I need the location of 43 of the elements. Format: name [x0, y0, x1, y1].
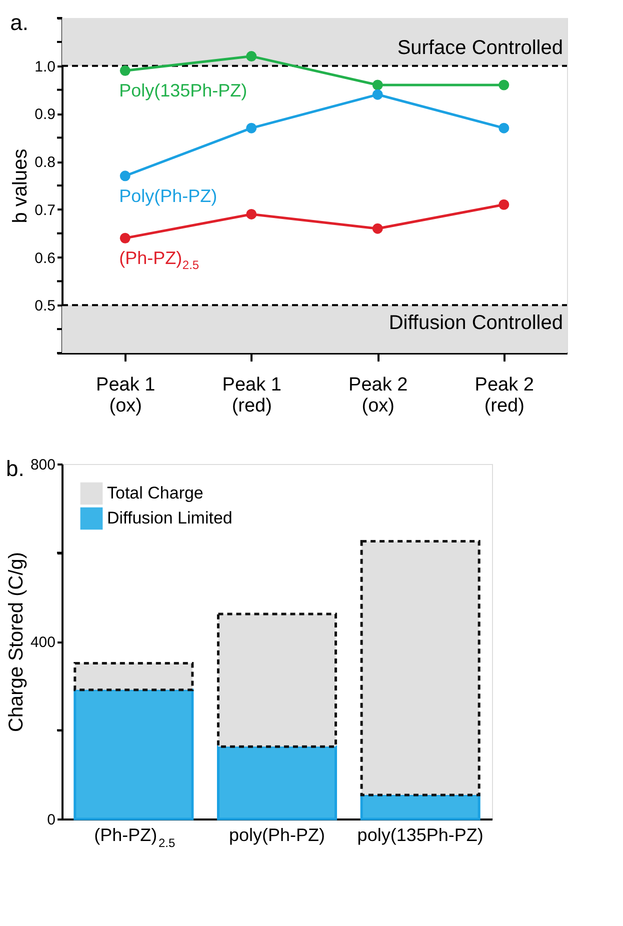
bar	[360, 540, 480, 796]
point	[498, 199, 510, 210]
point	[372, 223, 383, 234]
series-label: Poly(Ph-PZ)	[119, 186, 218, 206]
y-axis-title: b values	[10, 148, 32, 224]
y-tick-label: 0.6	[34, 250, 56, 267]
point	[120, 232, 130, 244]
ref-line-label: Diffusion Controlled	[388, 312, 563, 334]
point	[246, 122, 257, 134]
y-tick-label: 800	[30, 456, 56, 474]
bar	[74, 662, 194, 692]
chart-title: b.	[6, 456, 24, 481]
point	[498, 122, 510, 134]
legend-label: Total Charge	[107, 484, 204, 502]
chart-title: a.	[10, 10, 29, 35]
y-tick-label: 400	[30, 634, 56, 651]
y-axis-title: Charge Stored (C/g)	[5, 552, 28, 732]
y-tick-label: 0.7	[34, 202, 56, 219]
y-tick-label: 0	[47, 812, 56, 828]
point	[246, 51, 257, 62]
ref-line-label: Surface Controlled	[397, 36, 563, 59]
legend-label: Diffusion Limited	[107, 508, 232, 528]
point	[246, 208, 257, 220]
point	[120, 65, 130, 76]
x-tick-label: poly(Ph-PZ)	[228, 825, 326, 845]
x-tick-label: Peak 2 (ox)	[348, 374, 408, 416]
y-tick-label: 0.5	[34, 298, 56, 315]
point	[372, 89, 383, 100]
x-tick-label: Peak 2 (red)	[474, 374, 534, 416]
y-tick-label: 0.8	[34, 154, 56, 172]
point	[120, 170, 130, 182]
bar	[216, 745, 338, 820]
y-tick-label: 0.9	[34, 106, 56, 124]
x-tick-label: poly(135Ph-PZ)	[357, 825, 484, 845]
series-label: Poly(135Ph-PZ)	[119, 80, 248, 101]
point	[372, 80, 383, 90]
bar	[216, 612, 338, 748]
bar	[74, 688, 194, 820]
y-tick-label: 1.0	[34, 58, 56, 76]
bar	[360, 794, 480, 820]
x-tick-label: Peak 1 (ox)	[96, 374, 156, 416]
x-tick-label: Peak 1 (red)	[222, 374, 282, 416]
point	[498, 80, 510, 90]
